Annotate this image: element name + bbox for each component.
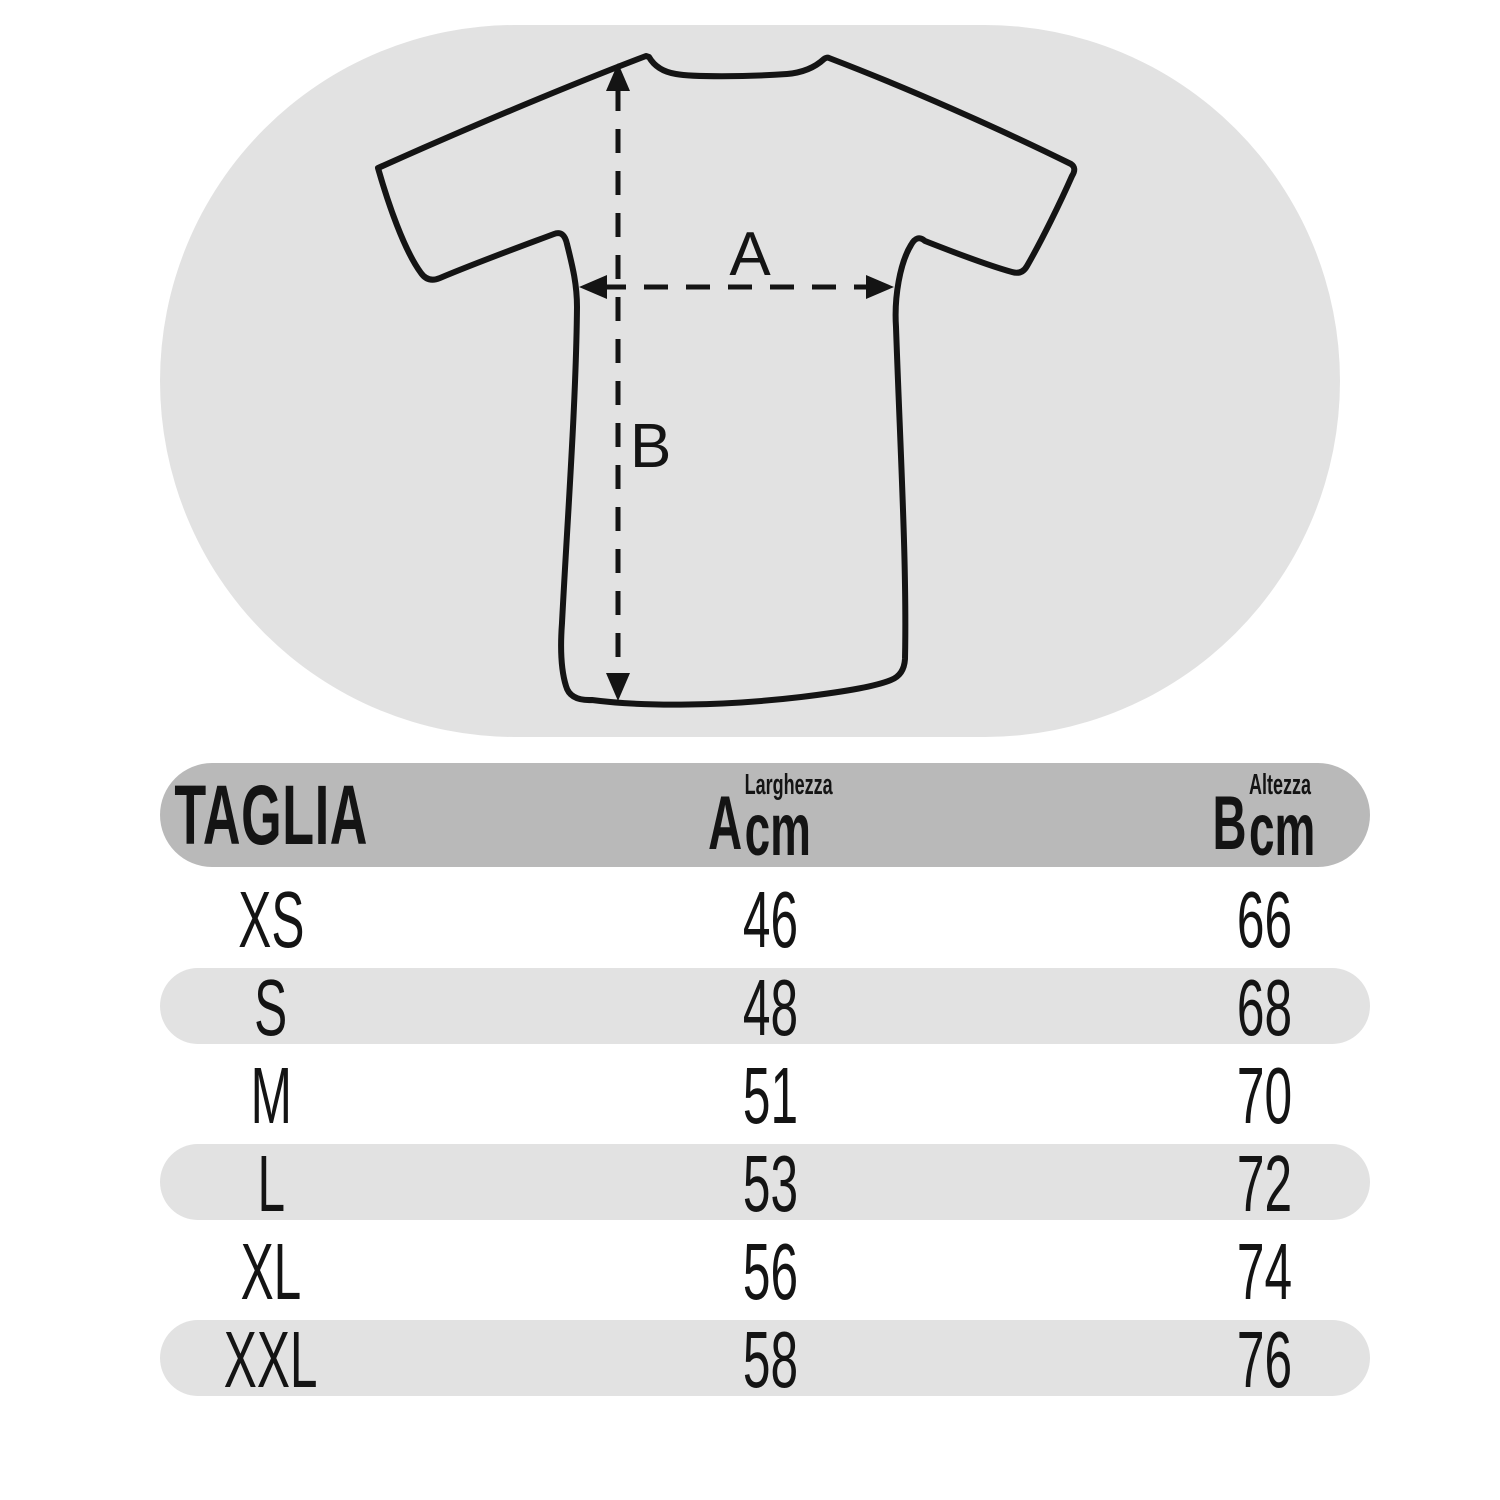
table-row: XS 46 66	[160, 880, 1370, 960]
width-value: 53	[742, 1139, 798, 1228]
header-height-letter: B	[1212, 781, 1247, 867]
height-value: 74	[1236, 1227, 1292, 1316]
table-row: L 53 72	[160, 1144, 1370, 1224]
header-width-unit: cm	[744, 788, 811, 872]
height-value: 72	[1236, 1139, 1292, 1228]
table-row: XL 56 74	[160, 1232, 1370, 1312]
width-value: 58	[742, 1315, 798, 1404]
tshirt-outline	[375, 53, 1078, 708]
header-height-unit: cm	[1249, 788, 1316, 872]
header-height-superscript: Altezza	[1249, 769, 1312, 802]
tshirt-diagram-panel: A B	[160, 25, 1340, 737]
size-value: S	[254, 963, 288, 1052]
size-value: XS	[237, 875, 305, 964]
height-value: 70	[1236, 1051, 1292, 1140]
arrow-down-icon	[606, 673, 630, 701]
header-height-column: B Altezza cm	[1158, 769, 1370, 872]
height-value: 66	[1236, 875, 1292, 964]
header-width-letter: A	[707, 781, 742, 867]
table-row: XXL 58 76	[160, 1320, 1370, 1400]
arrow-right-icon	[866, 275, 894, 299]
size-table-header: TAGLIA A Larghezza cm B Altezza cm	[160, 763, 1370, 867]
arrow-left-icon	[579, 275, 607, 299]
table-row: S 48 68	[160, 968, 1370, 1048]
tshirt-diagram: A B	[375, 53, 1078, 708]
size-value: M	[250, 1051, 292, 1140]
header-width-superscript: Larghezza	[744, 769, 833, 802]
size-table: TAGLIA A Larghezza cm B Altezza cm	[160, 763, 1370, 1408]
width-label: A	[729, 220, 771, 289]
width-value: 56	[742, 1227, 798, 1316]
table-row: M 51 70	[160, 1056, 1370, 1136]
header-size-column: TAGLIA	[160, 773, 382, 857]
header-size-label: TAGLIA	[174, 768, 368, 862]
size-value: XXL	[224, 1315, 318, 1404]
arrow-up-icon	[606, 63, 630, 91]
header-width-column: A Larghezza cm	[382, 769, 1158, 872]
height-value: 68	[1236, 963, 1292, 1052]
width-value: 48	[742, 963, 798, 1052]
height-value: 76	[1236, 1315, 1292, 1404]
width-value: 51	[742, 1051, 798, 1140]
width-value: 46	[742, 875, 798, 964]
size-value: XL	[240, 1227, 302, 1316]
size-value: L	[257, 1139, 285, 1228]
height-label: B	[630, 412, 671, 481]
